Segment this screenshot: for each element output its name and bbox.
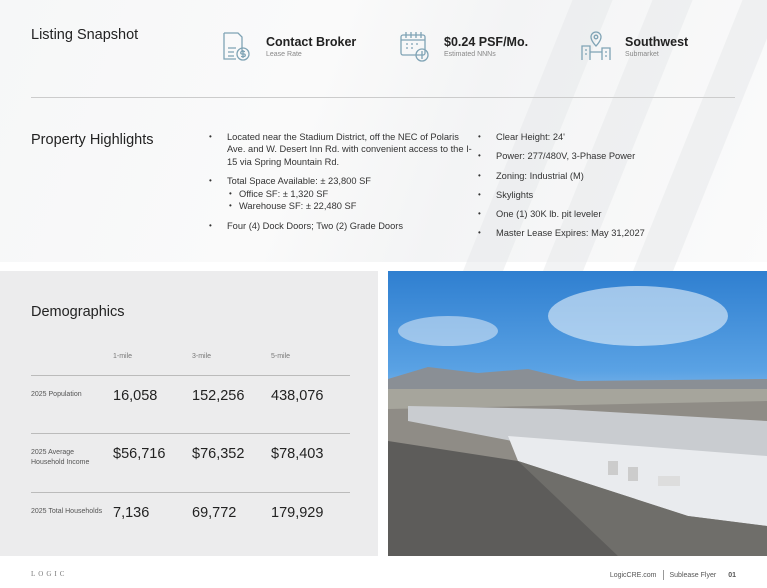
table-row: 2025 Population 16,058 152,256 438,076: [31, 375, 350, 433]
list-item-text: Total Space Available: ± 23,800 SF: [227, 175, 371, 186]
list-item: Total Space Available: ± 23,800 SF Offic…: [207, 175, 472, 213]
cell: $76,352: [192, 446, 245, 462]
listing-snapshot-title: Listing Snapshot: [31, 27, 139, 43]
list-item: Master Lease Expires: May 31,2027: [476, 227, 736, 240]
column-header: 1-mile: [113, 353, 133, 360]
table-row: 2025 Total Households 7,136 69,772 179,9…: [31, 492, 350, 550]
snapshot-label: Lease Rate: [266, 50, 302, 58]
cell: 7,136: [113, 505, 150, 521]
snapshot-label: Submarket: [625, 50, 659, 58]
property-highlights-title: Property Highlights: [31, 132, 154, 148]
highlights-left-list: Located near the Stadium District, off t…: [207, 131, 472, 239]
sub-list: Office SF: ± 1,320 SF Warehouse SF: ± 22…: [227, 188, 472, 213]
list-item: Warehouse SF: ± 22,480 SF: [227, 200, 472, 213]
demographics-title: Demographics: [31, 304, 125, 320]
column-header: 5-mile: [271, 353, 291, 360]
snapshot-value: $0.24 PSF/Mo.: [444, 34, 529, 49]
demographics-panel: Demographics 1-mile 3-mile 5-mile 2025 P…: [0, 271, 378, 556]
document-dollar-icon: [223, 32, 250, 61]
row-label: 2025 Average Household Income: [31, 449, 90, 466]
snapshot-value: Southwest: [625, 34, 689, 49]
highlights-right-list: Clear Height: 24' Power: 277/480V, 3-Pha…: [476, 131, 736, 247]
document-type: Sublease Flyer: [669, 571, 717, 579]
cell: $56,716: [113, 446, 166, 462]
list-item: Power: 277/480V, 3-Phase Power: [476, 150, 736, 163]
cell: 438,076: [271, 388, 324, 404]
cell: $78,403: [271, 446, 324, 462]
table-row: 2025 Average Household Income $56,716 $7…: [31, 433, 350, 491]
divider: [31, 97, 735, 98]
row-label: 2025 Total Households: [31, 508, 103, 515]
page-number: 01: [728, 571, 736, 579]
calendar-dollar-icon: [400, 32, 429, 62]
list-item: Located near the Stadium District, off t…: [207, 131, 472, 168]
list-item: One (1) 30K lb. pit leveler: [476, 208, 736, 221]
snapshot-lease-rate: Contact Broker Lease Rate: [221, 30, 356, 62]
logic-logo: LOGIC: [31, 570, 68, 578]
separator: [662, 570, 664, 580]
snapshot-nnn: $0.24 PSF/Mo. Estimated NNNs: [399, 30, 528, 62]
list-item: Four (4) Dock Doors; Two (2) Grade Doors: [207, 220, 472, 233]
list-item: Skylights: [476, 189, 736, 202]
footer: LogicCRE.com Sublease Flyer 01: [610, 570, 736, 580]
website-link[interactable]: LogicCRE.com: [609, 571, 657, 579]
cell: 69,772: [192, 505, 237, 521]
cell: 152,256: [192, 388, 245, 404]
list-item: Zoning: Industrial (M): [476, 170, 736, 183]
list-item: Clear Height: 24': [476, 131, 736, 144]
map-pin-buildings-icon: [581, 31, 611, 60]
snapshot-submarket: Southwest Submarket: [580, 30, 688, 62]
list-item: Office SF: ± 1,320 SF: [227, 188, 472, 201]
column-header: 3-mile: [192, 353, 212, 360]
cell: 16,058: [113, 388, 158, 404]
snapshot-value: Contact Broker: [266, 34, 357, 49]
cell: 179,929: [271, 505, 324, 521]
property-photo: [388, 271, 767, 556]
snapshot-label: Estimated NNNs: [444, 50, 496, 58]
row-label: 2025 Population: [31, 391, 82, 398]
